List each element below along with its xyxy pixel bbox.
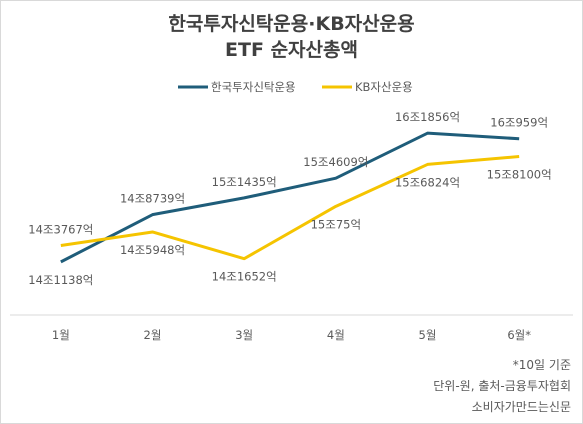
chart-subtitle: ETF 순자산총액: [225, 39, 358, 61]
note-date-basis: *10일 기준: [512, 358, 571, 372]
data-label-series-1: 14조1652억: [212, 270, 277, 284]
data-label-series-0: 16조959억: [490, 116, 548, 130]
data-label-series-0: 14조1138억: [28, 273, 93, 287]
data-label-series-0: 15조4609억: [303, 155, 368, 169]
x-tick-label: 2월: [144, 328, 162, 342]
data-label-series-1: 15조6824억: [395, 175, 460, 189]
x-tick-label: 5월: [419, 328, 437, 342]
note-unit-source: 단위-원, 출처-금융투자협회: [433, 379, 571, 393]
data-label-series-1: 15조8100억: [487, 168, 552, 182]
data-labels: 14조1138억 14조3767억 14조8739억 14조5948억 15조1435억…: [28, 110, 551, 287]
x-tick-label: 1월: [52, 328, 70, 342]
data-label-series-0: 16조1856억: [395, 110, 460, 124]
x-tick-label: 4월: [327, 328, 345, 342]
data-label-series-1: 14조5948억: [120, 243, 185, 257]
legend: 한국투자신탁운용 KB자산운용: [178, 80, 413, 94]
x-tick-label: 3월: [235, 328, 253, 342]
data-label-series-1: 14조3767억: [28, 223, 93, 237]
legend-label-0: 한국투자신탁운용: [211, 80, 296, 94]
x-axis-ticks: 1월 2월 3월 4월 5월 6월*: [52, 328, 531, 342]
data-label-series-1: 15조75억: [311, 217, 361, 231]
x-tick-label: 6월*: [507, 328, 531, 342]
legend-label-1: KB자산운용: [355, 80, 413, 94]
data-label-series-0: 14조8739억: [120, 192, 185, 206]
series-line-0: [60, 131, 520, 264]
note-publisher: 소비자가만드는신문: [471, 400, 571, 414]
series-lines: [60, 131, 520, 264]
chart-title: 한국투자신탁운용·KB자산운용: [168, 13, 415, 35]
series-line-1: [60, 155, 520, 261]
data-label-series-0: 15조1435억: [212, 175, 277, 189]
